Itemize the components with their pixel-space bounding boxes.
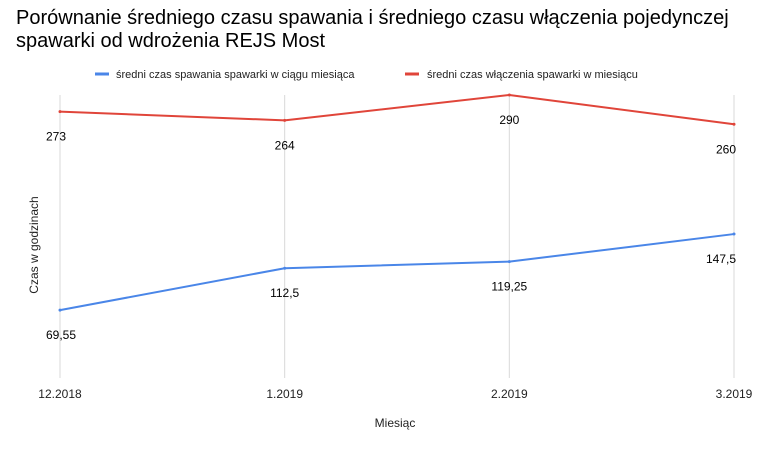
data-point [283, 266, 287, 270]
y-axis-title: Czas w godzinach [27, 196, 41, 293]
chart-title: Porównanie średniego czasu spawania i śr… [16, 7, 729, 52]
data-point [732, 122, 736, 126]
legend: średni czas spawania spawarki w ciągu mi… [95, 69, 638, 81]
x-axis-ticks: 12.2018 1.2019 2.2019 3.2019 [38, 387, 752, 401]
legend-label: średni czas spawania spawarki w ciągu mi… [116, 69, 355, 81]
data-point [58, 308, 62, 312]
data-label: 273 [46, 130, 66, 144]
legend-label: średni czas włączenia spawarki w miesiąc… [427, 69, 638, 81]
series-line [59, 94, 735, 126]
data-point [283, 118, 287, 122]
series-line [59, 233, 735, 312]
data-point [732, 232, 736, 236]
x-axis-title: Miesiąc [375, 416, 416, 430]
gridlines [59, 95, 735, 378]
data-point [507, 260, 511, 264]
data-label: 119,25 [491, 280, 527, 294]
x-tick-label: 12.2018 [38, 387, 82, 401]
data-label: 69,55 [46, 328, 76, 342]
x-tick-label: 2.2019 [491, 387, 528, 401]
data-label: 147,5 [706, 252, 736, 266]
data-label: 264 [275, 138, 295, 152]
data-label: 290 [499, 113, 519, 127]
data-point [58, 110, 62, 114]
data-point [507, 93, 511, 97]
data-label: 112,5 [270, 286, 299, 300]
data-labels: 69,55 112,5 119,25 147,5 273 264 290 260 [46, 113, 736, 342]
x-tick-label: 1.2019 [266, 387, 303, 401]
series-lines [58, 93, 736, 312]
data-label: 260 [716, 142, 736, 156]
x-tick-label: 3.2019 [716, 387, 753, 401]
